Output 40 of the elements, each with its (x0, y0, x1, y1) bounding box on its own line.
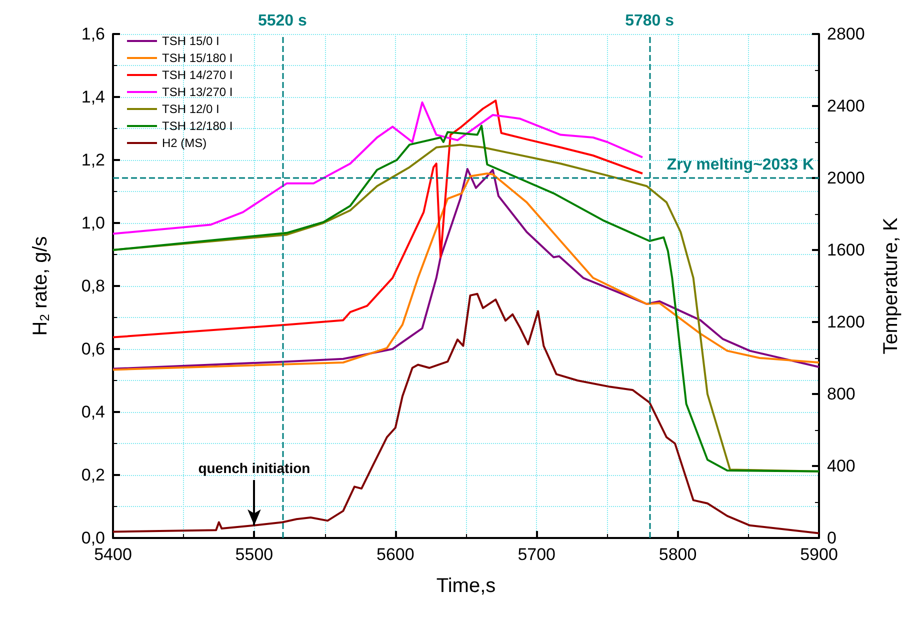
y-tick-label: 0,0 (81, 528, 105, 548)
x-tick-label: 5900 (800, 545, 838, 564)
legend-label: TSH 12/180 I (162, 119, 233, 133)
x-axis-title: Time,s (436, 575, 496, 597)
y2-axis-title: Temperature, K (880, 216, 902, 354)
y-tick-label: 1,2 (81, 150, 105, 170)
y-tick-label: 1,0 (81, 214, 105, 232)
legend-label: H2 (MS) (162, 136, 207, 150)
y2-tick-label: 400 (827, 456, 856, 476)
y-axis-title: H2 rate, g/s (30, 236, 52, 336)
legend-label: TSH 14/270 I (162, 68, 233, 82)
ref-line-label: 5780 s (625, 12, 674, 30)
y-tick-label: 0,2 (81, 466, 105, 484)
legend-label: TSH 13/270 I (162, 85, 233, 99)
ref-line-label: Zry melting~2033 K (666, 156, 814, 174)
y-tick-label: 0,6 (81, 340, 105, 358)
y-tick-label: 0,8 (81, 276, 105, 296)
annotation: quench initiation (198, 460, 310, 476)
y2-tick-label: 2400 (827, 96, 865, 116)
x-tick-label: 5700 (518, 545, 556, 564)
legend-label: TSH 15/180 I (162, 51, 233, 65)
x-tick-label: 5400 (94, 545, 132, 564)
x-tick-label: 5500 (235, 545, 274, 564)
y-tick-label: 1,6 (81, 24, 105, 44)
line-series (112, 101, 644, 235)
y2-tick-label: 2000 (827, 168, 865, 188)
x-tick-label: 5800 (658, 545, 697, 564)
legend-label: TSH 12/0 I (162, 102, 220, 116)
y-tick-label: 0,4 (81, 402, 105, 422)
line-series (112, 100, 644, 338)
y2-tick-label: 800 (827, 384, 856, 404)
line-series (112, 292, 820, 534)
y2-tick-label: 1600 (827, 240, 865, 260)
legend-label: TSH 15/0 I (162, 34, 220, 48)
ref-line-label: 5520 s (258, 12, 308, 30)
y2-tick-label: 0 (827, 528, 836, 548)
y2-tick-label: 1200 (827, 312, 865, 332)
y2-tick-label: 2800 (827, 24, 865, 44)
x-tick-label: 5600 (376, 545, 414, 564)
y-tick-label: 1,4 (81, 88, 105, 106)
